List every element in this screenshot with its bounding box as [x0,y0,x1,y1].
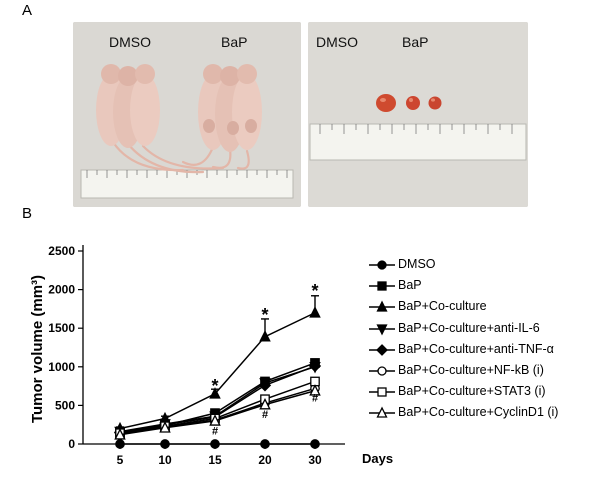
data-point [259,330,271,342]
data-point [258,379,272,392]
legend-symbol [369,387,395,397]
y-axis-label: Tumor volume (mm³) [29,275,46,423]
data-point [210,439,220,449]
data-point [377,260,387,270]
bap-mice [198,64,262,152]
legend-symbol [369,406,395,419]
data-point [377,387,387,397]
data-point [259,397,271,410]
panel-a-letter: A [22,2,33,19]
annotation-star: * [261,305,268,325]
series-7 [114,384,321,440]
x-axis-label: Days [362,451,393,466]
legend-label: BaP+Co-culture+anti-IL-6 [398,320,540,335]
dmso-mice [96,64,160,148]
legend-symbol [369,366,395,376]
x-tick-label: 20 [258,453,272,467]
data-point [114,428,126,440]
tumors-illustration [308,22,528,207]
x-tick-label: 5 [117,453,124,467]
y-tick-label: 1000 [48,360,75,374]
legend-label: BaP+Co-culture [398,299,487,314]
photo-right-label-dmso: DMSO [316,34,358,50]
data-point [376,300,388,313]
bap-tumors [376,94,442,112]
y-tick-label: 0 [68,437,75,451]
data-point [377,366,387,376]
data-point [209,414,221,426]
legend-symbol [369,260,395,270]
data-point [310,439,320,449]
annotation-hash: # [312,393,318,405]
annotation-star: * [211,376,218,396]
photo-left-label-dmso: DMSO [109,34,151,50]
legend-label: BaP [398,278,422,293]
annotation-star: * [311,281,318,301]
legend-label: BaP+Co-culture+anti-TNF-α [398,341,554,356]
annotation-hash: # [212,426,218,438]
data-point [377,281,387,291]
x-tick-label: 30 [308,453,322,467]
y-tick-label: 500 [55,398,75,412]
photo-left-label-bap: BaP [221,34,248,50]
photo-right-label-bap: BaP [402,34,429,50]
mice-photo: DMSO BaP [73,22,301,207]
data-point [209,387,221,399]
y-tick-label: 2500 [48,244,75,258]
x-tick-label: 15 [208,453,222,467]
data-point [160,439,170,449]
legend-symbol [369,343,395,356]
legend-label: BaP+Co-culture+STAT3 (i) [398,384,546,399]
legend-label: BaP+Co-culture+NF-kB (i) [398,363,544,377]
ruler [309,123,527,161]
legend-symbol [369,323,395,336]
data-point [376,406,388,419]
data-point [309,384,321,396]
y-tick-label: 1500 [48,321,75,335]
y-tick-label: 2000 [48,283,75,297]
legend-symbol [369,281,395,291]
data-point [308,359,322,373]
legend-symbol [369,300,395,313]
series-0 [115,439,320,449]
data-point [115,439,125,449]
data-point [376,343,388,356]
data-point [159,421,171,433]
legend-label: DMSO [398,257,436,271]
data-point [376,323,388,336]
panel-b-letter: B [22,205,33,222]
legend-label: BaP+Co-culture+CyclinD1 (i) [398,405,559,420]
data-point [260,439,270,449]
mice-illustration [73,22,301,207]
x-tick-label: 10 [158,453,172,467]
tumor-volume-chart: Tumor volume (mm³) Days 0 500 1000 1500 2000… [29,244,393,467]
annotation-hash: # [262,409,268,421]
data-point [309,306,321,318]
tumors-photo: DMSO BaP [308,22,528,207]
